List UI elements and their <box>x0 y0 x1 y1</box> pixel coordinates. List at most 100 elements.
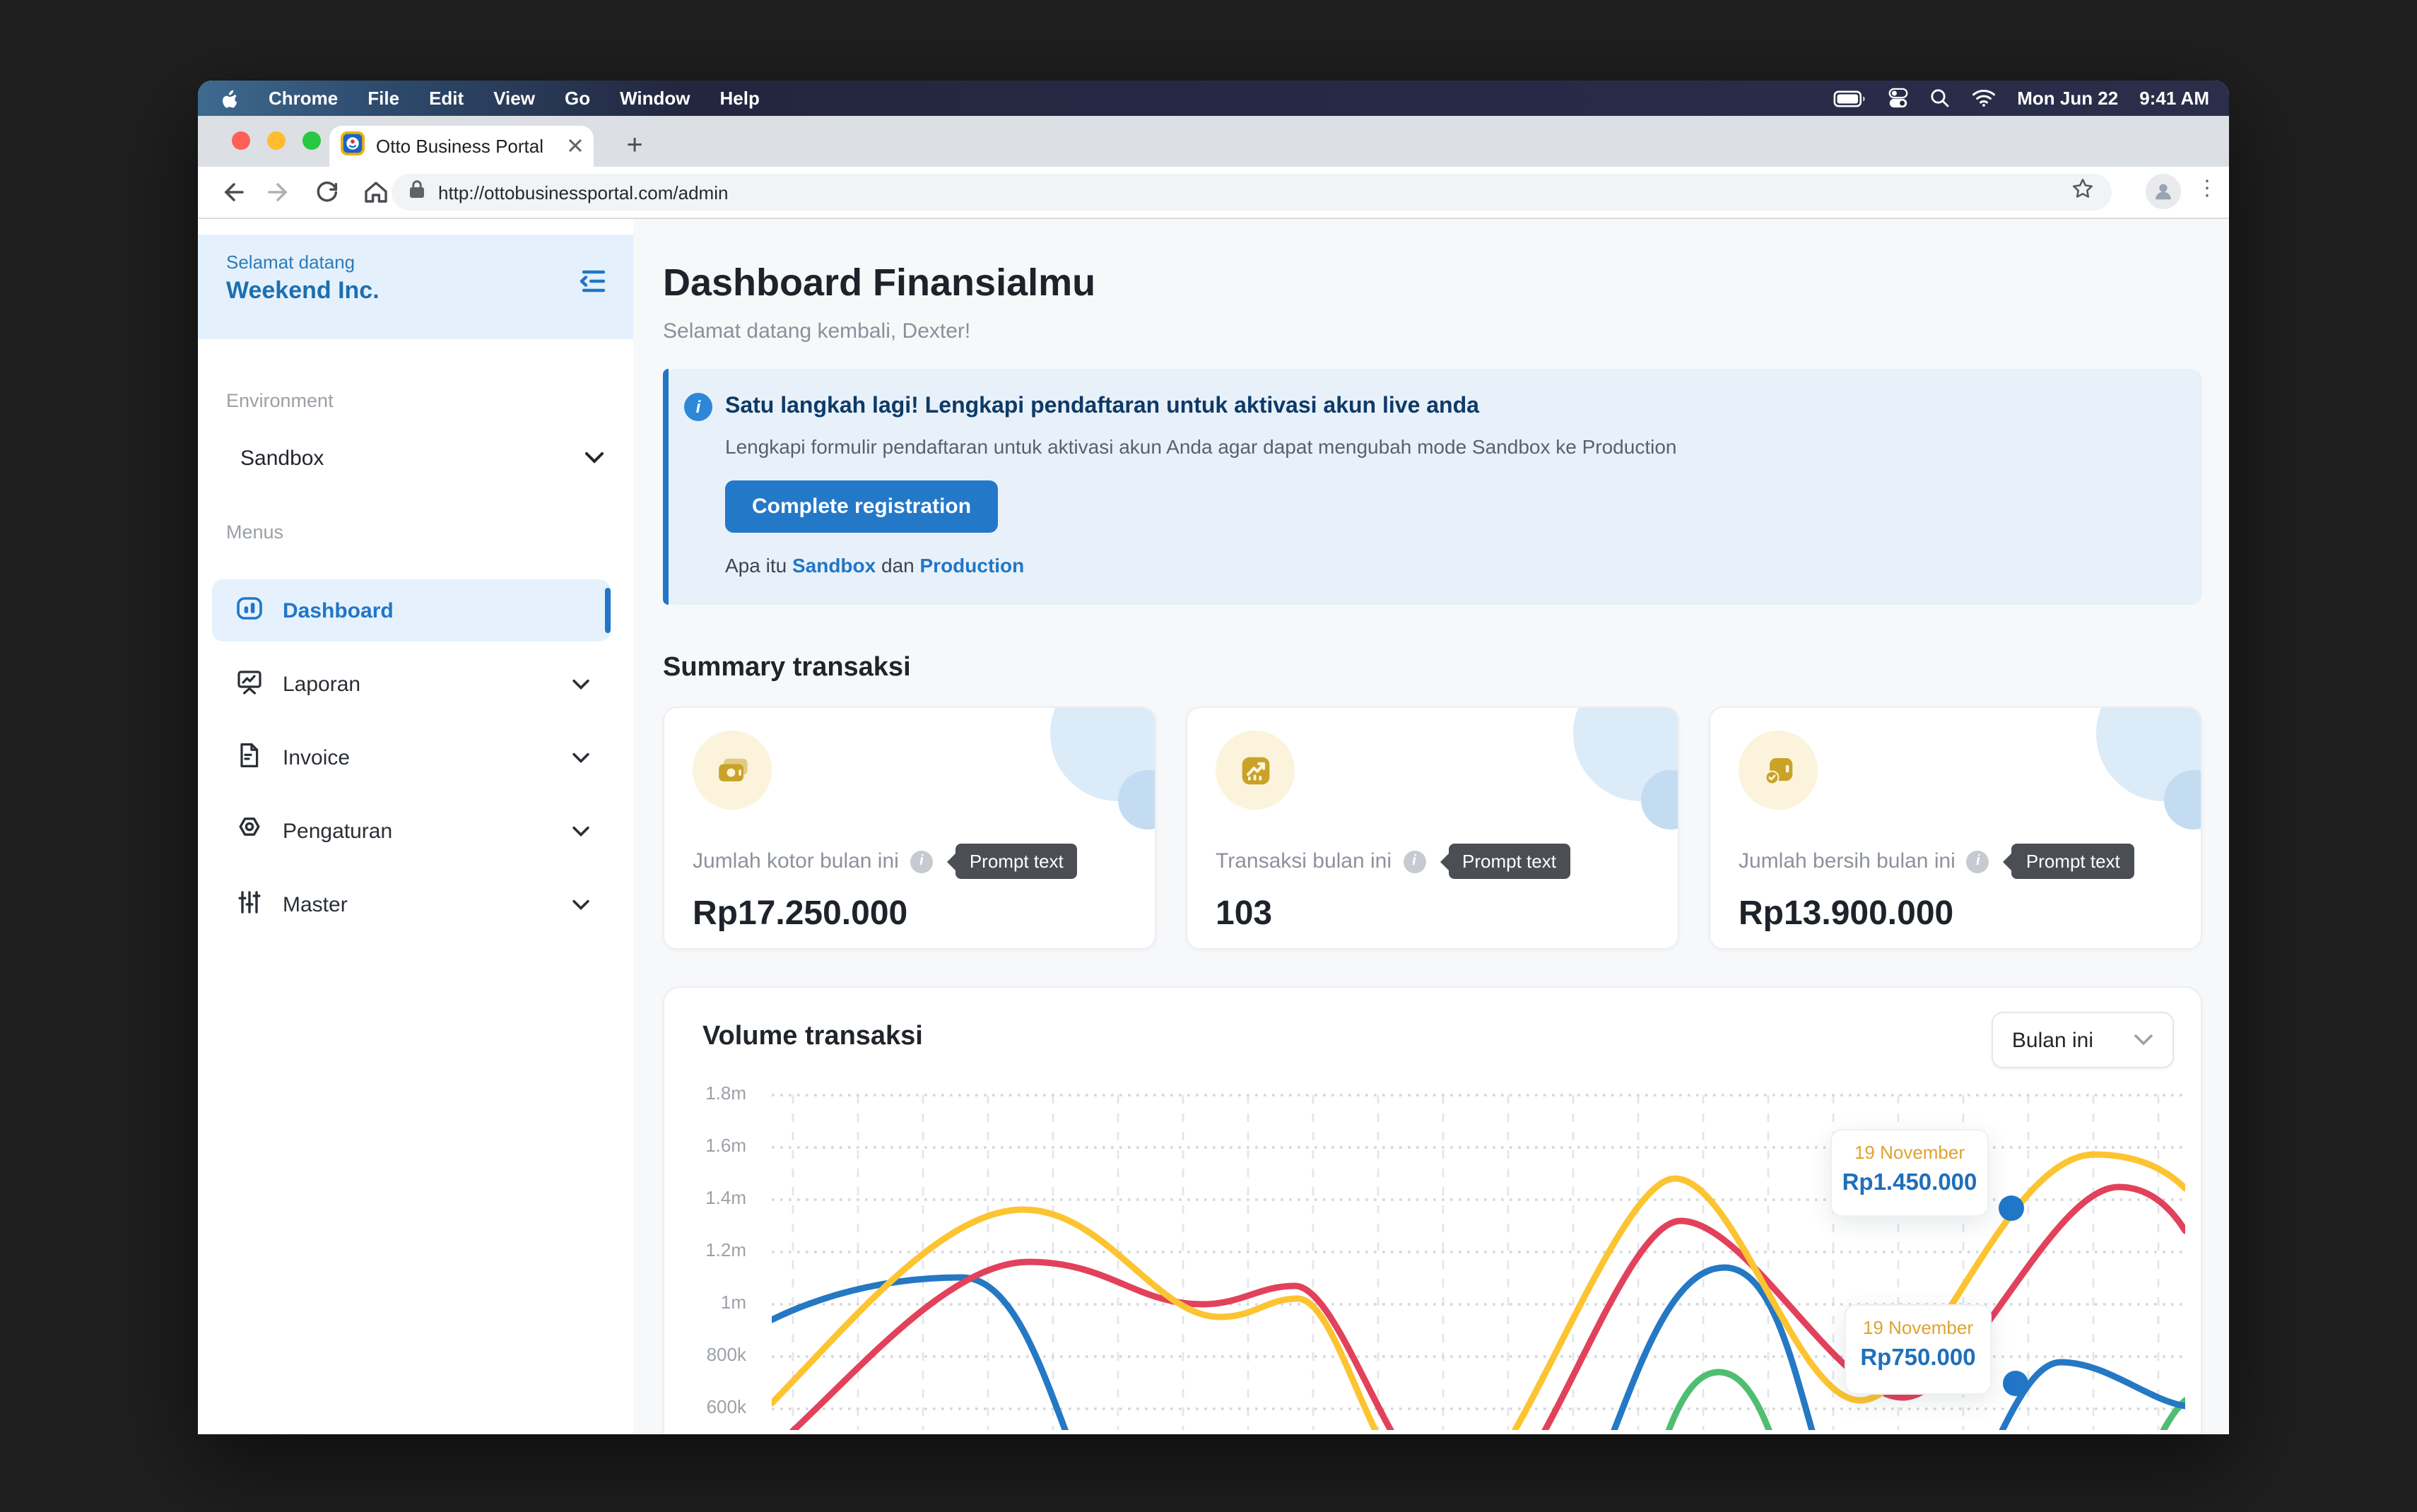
tab-favicon <box>341 131 365 162</box>
forward-icon[interactable] <box>266 178 294 206</box>
menu-item-edit[interactable]: Edit <box>429 88 464 109</box>
activation-banner: i Satu langkah lagi! Lengkapi pendaftara… <box>663 369 2202 605</box>
sidebar: Selamat datang Weekend Inc. Environment … <box>198 219 633 1434</box>
prompt-tooltip: Prompt text <box>946 844 1078 879</box>
spotlight-search-icon[interactable] <box>1929 88 1951 109</box>
banner-footer-text: Apa itu <box>725 554 792 577</box>
sidebar-item-pengaturan[interactable]: Pengaturan <box>212 800 611 862</box>
tooltip-date: 19 November <box>1862 1317 1974 1338</box>
report-board-icon <box>235 666 264 702</box>
minimize-window-button[interactable] <box>267 131 286 150</box>
close-window-button[interactable] <box>232 131 250 150</box>
chevron-down-icon <box>2133 1028 2154 1052</box>
menu-item-go[interactable]: Go <box>564 88 591 109</box>
sidebar-item-label: Laporan <box>283 672 361 696</box>
browser-menu-icon[interactable]: ⋮ <box>2197 177 2218 201</box>
chart-marker-dot[interactable] <box>2003 1371 2028 1396</box>
browser-window: Chrome File Edit View Go Window Help Mon… <box>198 81 2229 1434</box>
summary-heading: Summary transaksi <box>663 653 911 683</box>
invoice-document-icon <box>235 740 264 775</box>
y-tick: 1.8m <box>705 1082 746 1104</box>
summary-card-gross: Jumlah kotor bulan ini i Prompt text Rp1… <box>663 707 1156 950</box>
complete-registration-button[interactable]: Complete registration <box>725 480 999 533</box>
card-label: Transaksi bulan ini <box>1216 849 1392 873</box>
lock-icon[interactable] <box>408 179 425 206</box>
chart-marker-dot[interactable] <box>1999 1195 2024 1221</box>
chevron-down-icon <box>571 892 591 916</box>
production-link[interactable]: Production <box>919 554 1025 577</box>
bookmark-star-icon[interactable] <box>2071 177 2095 208</box>
y-tick: 600k <box>706 1396 746 1417</box>
tab-close-icon[interactable] <box>568 134 582 159</box>
maximize-window-button[interactable] <box>302 131 321 150</box>
sidebar-header: Selamat datang Weekend Inc. <box>198 235 633 339</box>
tooltip-value: Rp1.450.000 <box>1842 1170 1977 1195</box>
sidebar-item-label: Invoice <box>283 745 351 769</box>
menu-bar-time[interactable]: 9:41 AM <box>2139 88 2209 109</box>
environment-value: Sandbox <box>240 446 324 470</box>
chart-tooltip: 19 November Rp1.450.000 <box>1830 1129 1989 1217</box>
browser-toolbar: http://ottobusinessportal.com/admin ⋮ <box>198 167 2229 219</box>
sidebar-item-dashboard[interactable]: Dashboard <box>212 579 611 642</box>
control-center-icon[interactable] <box>1888 88 1908 109</box>
tooltip-date: 19 November <box>1854 1142 1965 1163</box>
info-icon[interactable]: i <box>1403 850 1426 873</box>
card-value: Rp17.250.000 <box>693 894 908 933</box>
banner-accent-bar <box>663 369 669 605</box>
y-tick: 1.6m <box>705 1135 746 1156</box>
profile-avatar[interactable] <box>2146 174 2181 209</box>
sidebar-item-label: Pengaturan <box>283 819 393 843</box>
summary-card-net: Jumlah bersih bulan ini i Prompt text Rp… <box>1709 707 2202 950</box>
dashboard-icon <box>235 593 264 628</box>
settings-icon <box>235 813 264 849</box>
main-content: Dashboard Finansialmu Selamat datang kem… <box>633 219 2229 1434</box>
reload-icon[interactable] <box>314 178 342 206</box>
sidebar-collapse-icon[interactable] <box>577 266 611 304</box>
apple-logo-icon[interactable] <box>218 87 239 110</box>
prompt-tooltip: Prompt text <box>1439 844 1570 879</box>
sidebar-item-laporan[interactable]: Laporan <box>212 653 611 715</box>
menu-bar-date[interactable]: Mon Jun 22 <box>2017 88 2119 109</box>
menu-item-file[interactable]: File <box>367 88 400 109</box>
sidebar-item-invoice[interactable]: Invoice <box>212 726 611 789</box>
banner-title: Satu langkah lagi! Lengkapi pendaftaran … <box>725 394 1479 418</box>
new-tab-button[interactable]: + <box>626 129 643 160</box>
info-icon[interactable]: i <box>1966 850 1989 873</box>
back-icon[interactable] <box>218 178 246 206</box>
macos-menu-bar: Chrome File Edit View Go Window Help Mon… <box>198 81 2229 116</box>
url-text[interactable]: http://ottobusinessportal.com/admin <box>438 182 729 203</box>
menu-item-view[interactable]: View <box>493 88 535 109</box>
environment-select[interactable]: Sandbox <box>240 439 605 476</box>
address-bar[interactable]: http://ottobusinessportal.com/admin <box>392 174 2112 211</box>
wifi-icon[interactable] <box>1972 89 1996 107</box>
sidebar-item-label: Dashboard <box>283 598 394 622</box>
range-value: Bulan ini <box>2011 1028 2093 1052</box>
tab-strip: Otto Business Portal + <box>198 116 2229 167</box>
page-subtitle: Selamat datang kembali, Dexter! <box>663 319 971 343</box>
battery-icon[interactable] <box>1833 90 1867 107</box>
card-label: Jumlah bersih bulan ini <box>1739 849 1956 873</box>
page-title: Dashboard Finansialmu <box>663 261 1096 304</box>
range-selector[interactable]: Bulan ini <box>1992 1012 2174 1068</box>
environment-label: Environment <box>226 390 334 411</box>
active-indicator <box>605 588 611 633</box>
home-icon[interactable] <box>362 178 390 206</box>
menu-item-window[interactable]: Window <box>620 88 690 109</box>
banner-footer: Apa itu Sandbox dan Production <box>725 554 2168 577</box>
browser-tab[interactable]: Otto Business Portal <box>329 126 594 167</box>
y-tick: 1.2m <box>705 1239 746 1260</box>
wallet-check-icon <box>1739 731 1818 810</box>
sidebar-item-label: Master <box>283 892 348 916</box>
tab-title: Otto Business Portal <box>376 136 543 157</box>
menu-item-help[interactable]: Help <box>719 88 760 109</box>
y-tick: 800k <box>706 1344 746 1365</box>
y-tick: 1m <box>720 1292 746 1313</box>
sidebar-item-master[interactable]: Master <box>212 873 611 935</box>
sandbox-link[interactable]: Sandbox <box>792 554 876 577</box>
banner-footer-text: dan <box>876 554 920 577</box>
menu-item-chrome[interactable]: Chrome <box>269 88 339 109</box>
chevron-down-icon <box>571 672 591 696</box>
banner-body: Lengkapi formulir pendaftaran untuk akti… <box>725 435 1677 458</box>
info-icon[interactable]: i <box>910 850 933 873</box>
company-name: Weekend Inc. <box>226 277 380 304</box>
